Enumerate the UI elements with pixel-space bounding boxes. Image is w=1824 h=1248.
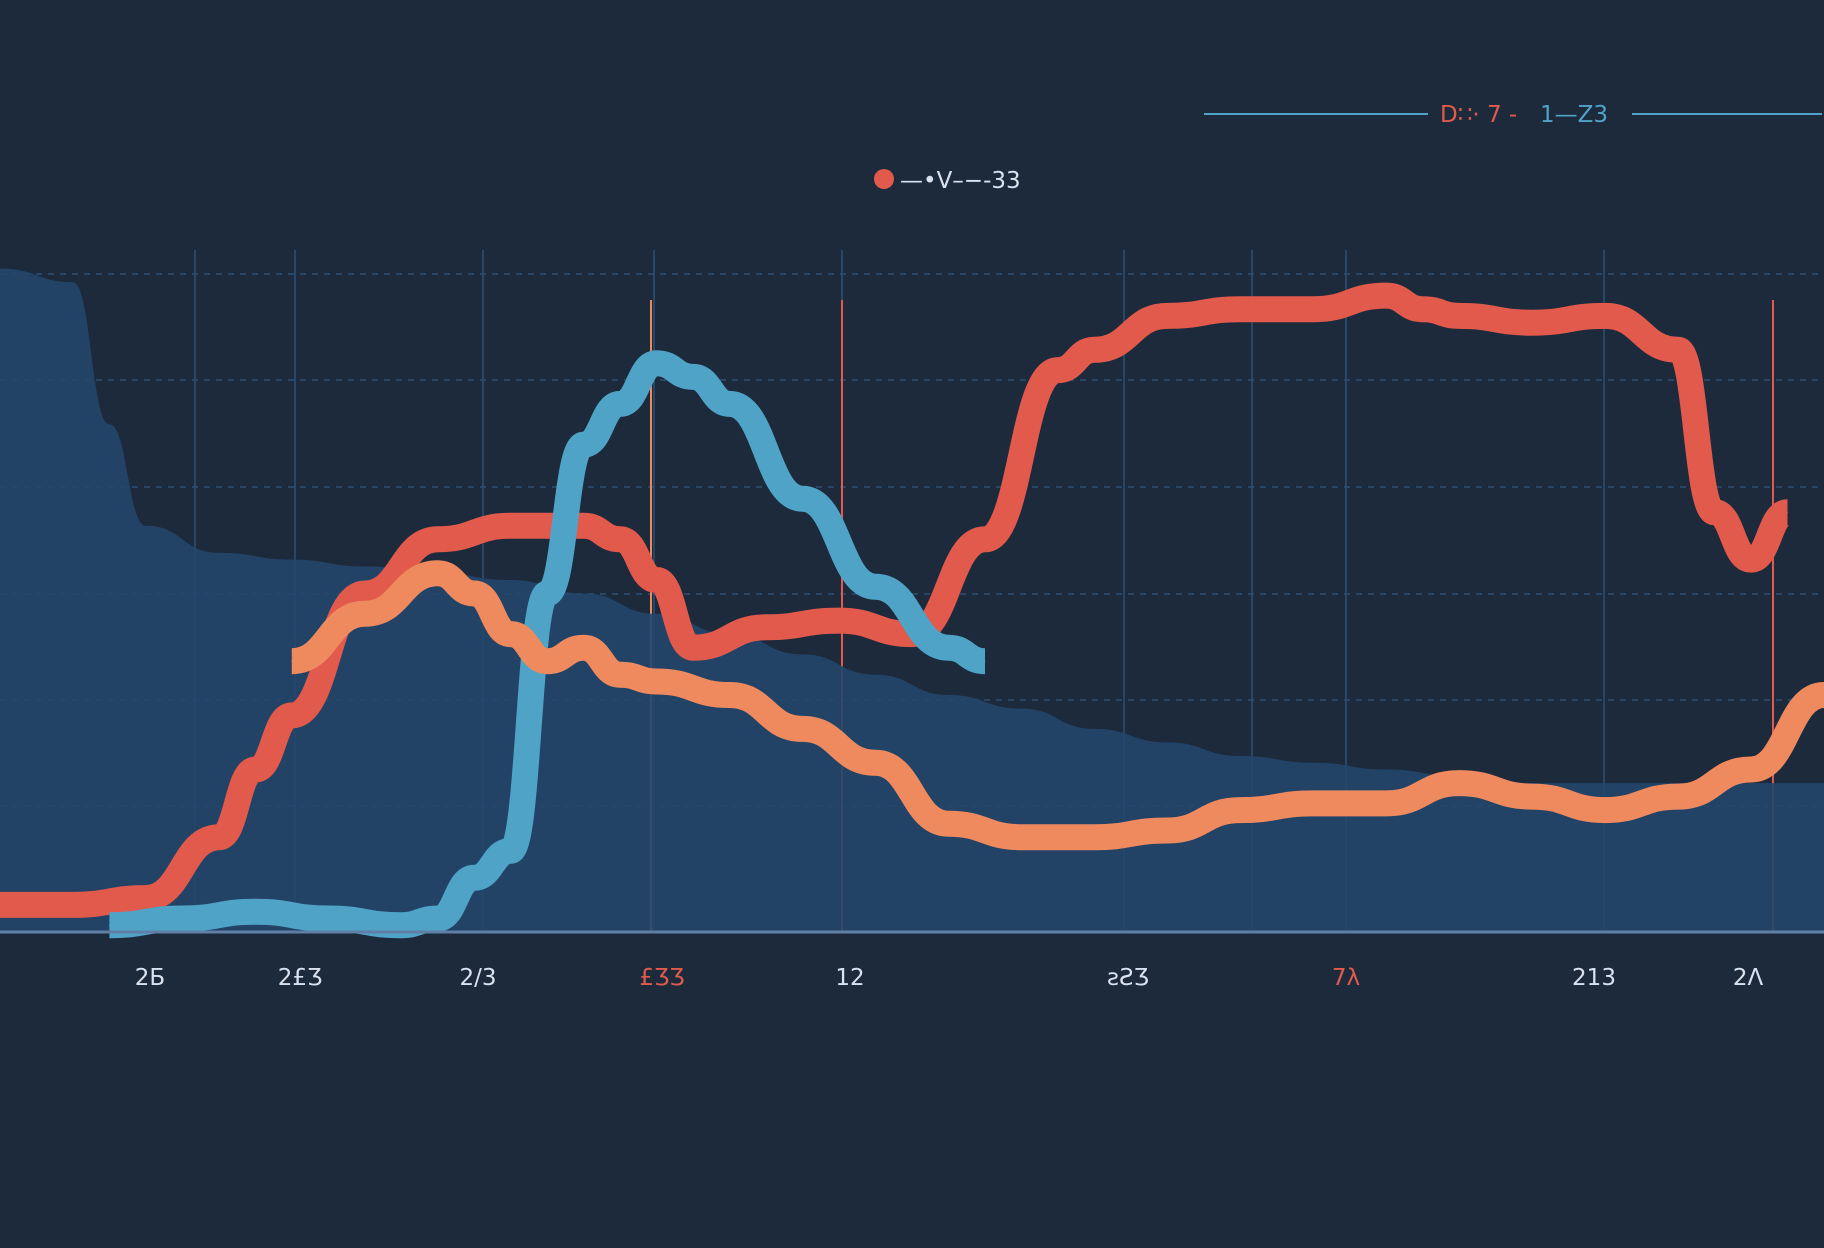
series-2-point — [510, 850, 512, 852]
series-1-point — [656, 579, 658, 581]
series-1-point — [291, 714, 293, 716]
series-2-point — [583, 444, 585, 446]
series-1-point — [1677, 349, 1679, 351]
x-tick-label: £ƷƷ — [639, 965, 684, 991]
x-tick-label: 213 — [1572, 965, 1616, 991]
legend: —•V–−-33 — [874, 168, 1021, 194]
legend-swatch-red — [874, 169, 894, 189]
series-2-point — [947, 647, 949, 649]
series-3-point — [1093, 836, 1095, 838]
series-3-point — [656, 681, 658, 683]
series-1-point — [364, 593, 366, 594]
series-3-point — [291, 660, 293, 662]
legend-label: —•V–−-33 — [900, 168, 1021, 194]
series-3-point — [1531, 796, 1533, 798]
series-1-point — [1422, 308, 1424, 310]
series-1-point — [510, 525, 512, 527]
series-2-point — [254, 911, 256, 913]
series-1-point — [1604, 315, 1606, 317]
series-2-point — [656, 362, 658, 364]
series-1-point — [0, 904, 1, 906]
x-tick-labels: 2Б 2£Ʒ 2/3 £ƷƷ 12 ƨƧƷ 7λ 213 2Λ — [135, 965, 1764, 991]
series-3-point — [875, 762, 877, 764]
series-3-point — [1750, 769, 1752, 771]
series-1-point — [984, 538, 986, 540]
series-1-point — [1385, 295, 1387, 297]
series-2-point — [437, 917, 439, 919]
series-3-point — [1677, 796, 1679, 798]
series-3-point — [729, 694, 731, 696]
series-2-point — [108, 924, 110, 926]
series-1-point — [1312, 308, 1314, 310]
series-3-point — [1458, 782, 1460, 784]
series-3-point — [473, 593, 475, 594]
x-tick-label: 2Б — [135, 965, 165, 991]
series-1-point — [1166, 315, 1168, 317]
series-3-point — [802, 728, 804, 730]
range-marker: D∷· 7 - 1—Z3 — [1204, 102, 1822, 128]
x-tick-label: 2Λ — [1733, 965, 1764, 991]
series-1-point — [1750, 559, 1752, 561]
series-area-0 — [0, 268, 1824, 932]
series-2-point — [984, 660, 986, 662]
series-2-point — [327, 917, 329, 919]
series-3-point — [437, 572, 439, 574]
series-1-point — [619, 538, 621, 540]
x-tick-label: 2£Ʒ — [278, 965, 323, 991]
series-1-point — [1714, 511, 1716, 513]
series-1-point — [1531, 322, 1533, 324]
range-label-red: D∷· 7 - — [1440, 102, 1517, 128]
series-2-point — [875, 586, 877, 588]
range-label-teal: 1—Z3 — [1540, 102, 1608, 128]
series-1-point — [765, 626, 767, 628]
series-3-point — [1312, 802, 1314, 804]
series-1-point — [218, 836, 220, 838]
series-1-point — [1787, 511, 1789, 513]
x-tick-label: 2/3 — [459, 965, 496, 991]
series-3-point — [1239, 809, 1241, 811]
series-1-point — [692, 647, 694, 649]
series-2-point — [729, 403, 731, 405]
series-1-point — [145, 897, 147, 899]
series-3-point — [947, 823, 949, 825]
series-2-point — [802, 498, 804, 500]
series-3-point — [619, 674, 621, 676]
series-group — [0, 268, 1824, 939]
series-1-point — [437, 538, 439, 540]
series-1-point — [254, 769, 256, 771]
series-1-point — [1458, 315, 1460, 317]
series-2-point — [473, 877, 475, 879]
x-tick-label: ƨƧƷ — [1107, 965, 1149, 991]
series-1-point — [1057, 369, 1059, 371]
series-3-point — [1166, 829, 1168, 831]
series-1-point — [1239, 308, 1241, 310]
series-2-point — [619, 403, 621, 405]
series-3-point — [1604, 809, 1606, 811]
series-2-point — [181, 917, 183, 919]
series-1-point — [583, 525, 585, 527]
series-line-2 — [109, 350, 987, 939]
series-3-point — [546, 660, 548, 662]
series-2-point — [546, 593, 548, 594]
series-3-point — [583, 647, 585, 649]
series-2-point — [400, 924, 402, 926]
series-2-point — [692, 376, 694, 378]
x-tick-label: 12 — [835, 965, 864, 991]
series-1-point — [1093, 349, 1095, 351]
series-3-point — [1385, 802, 1387, 804]
series-3-point — [1020, 836, 1022, 838]
series-1-point — [838, 620, 840, 622]
series-3-point — [364, 613, 366, 615]
series-3-point — [510, 633, 512, 635]
series-1-point — [72, 904, 74, 906]
x-tick-label: 7λ — [1332, 965, 1360, 991]
